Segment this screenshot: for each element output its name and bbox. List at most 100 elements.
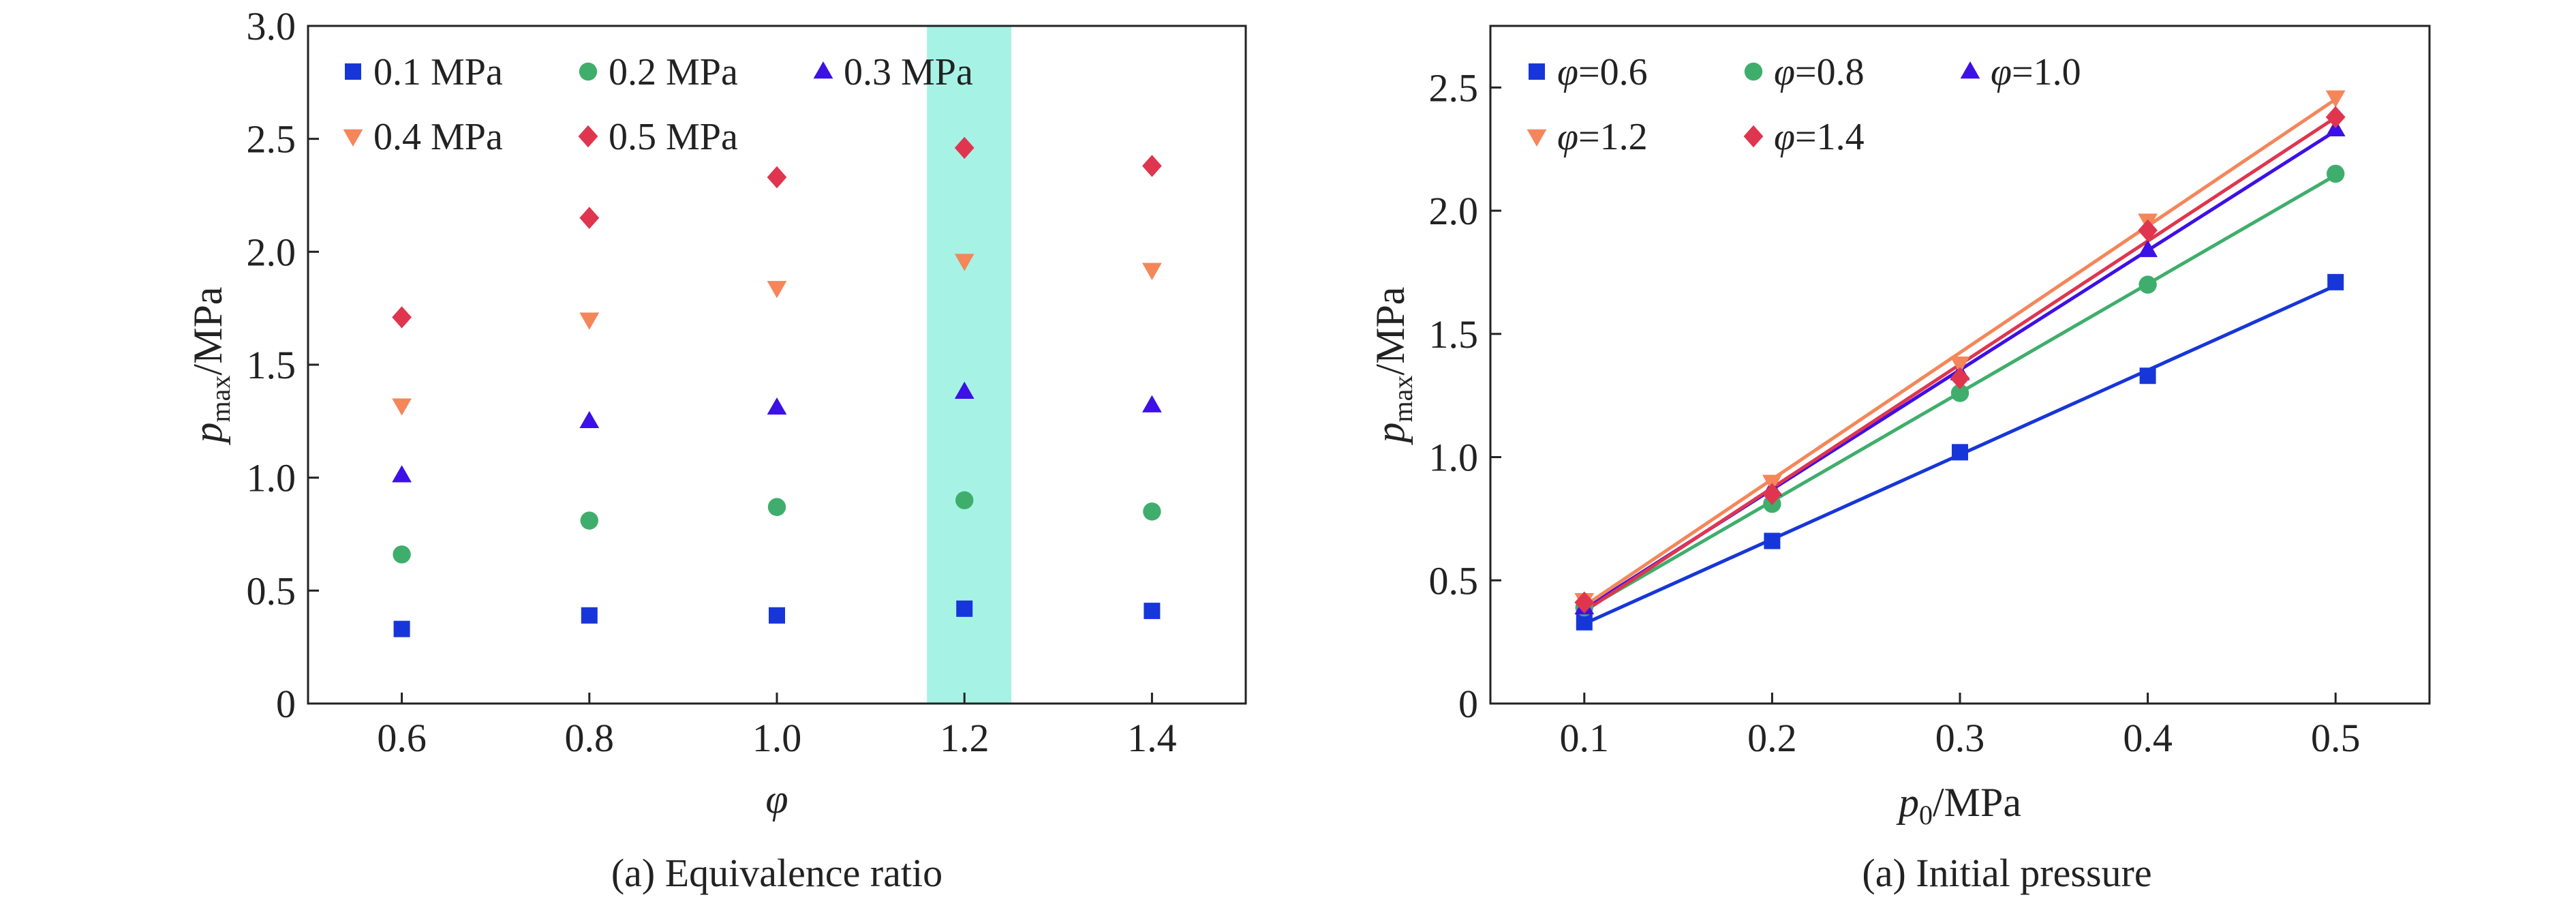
data-point bbox=[392, 465, 412, 483]
legend-marker bbox=[1743, 125, 1764, 148]
y-axis-label-var: p bbox=[1368, 422, 1413, 445]
y-axis-label-var: p bbox=[185, 422, 230, 445]
data-point bbox=[1576, 614, 1593, 631]
data-point bbox=[767, 397, 787, 415]
data-point bbox=[2138, 275, 2157, 294]
legend-label-value: =1.2 bbox=[1578, 116, 1648, 158]
x-tick-label: 0.5 bbox=[2311, 716, 2361, 760]
plot-frame bbox=[1489, 25, 2431, 705]
data-point bbox=[955, 491, 974, 509]
y-tick-label: 2.5 bbox=[247, 117, 296, 162]
series-fit-line bbox=[1583, 97, 2337, 607]
y-tick-label: 2.0 bbox=[247, 230, 296, 274]
legend-label: 0.2 MPa bbox=[609, 51, 738, 93]
data-point bbox=[767, 498, 786, 516]
x-tick-label: 0.4 bbox=[2123, 716, 2173, 760]
data-point bbox=[767, 166, 787, 189]
legend-label: φ=0.6 bbox=[1557, 51, 1648, 93]
data-point bbox=[1143, 502, 1161, 521]
data-point bbox=[1952, 444, 1968, 461]
y-tick-label: 2.0 bbox=[1429, 189, 1479, 233]
data-point bbox=[767, 281, 787, 299]
data-point bbox=[392, 306, 412, 329]
data-point bbox=[1144, 603, 1161, 620]
y-tick-label: 2.5 bbox=[1429, 65, 1479, 110]
y-axis-label-sub: max bbox=[1387, 376, 1418, 423]
data-point bbox=[579, 207, 600, 229]
y-tick-label: 3.0 bbox=[247, 4, 296, 48]
initial-pressure-panel: 0.1 0.2 0.3 0.4 0.500.51.01.52.02.5 φ=0.6 φ=0.… bbox=[1368, 25, 2431, 830]
data-point bbox=[954, 254, 975, 271]
caption-right: (a) Initial pressure bbox=[1862, 851, 2151, 895]
y-tick-label: 0 bbox=[276, 682, 296, 726]
y-axis-label-unit: /MPa bbox=[185, 287, 230, 376]
y-axis-label: pmax/MPa bbox=[1368, 287, 1418, 446]
x-tick-label: 0.1 bbox=[1560, 716, 1610, 760]
legend-label-symbol: φ bbox=[1557, 51, 1578, 93]
data-point bbox=[1574, 591, 1595, 614]
x-axis-label-sub: 0 bbox=[1919, 800, 1933, 830]
legend-marker bbox=[1744, 62, 1763, 81]
y-tick-label: 0.5 bbox=[247, 569, 296, 613]
legend-label: φ=1.4 bbox=[1774, 116, 1865, 158]
x-tick-label: 1.2 bbox=[940, 716, 990, 760]
legend-marker bbox=[1960, 61, 1980, 79]
data-point bbox=[1950, 384, 1969, 402]
data-point bbox=[1950, 367, 1970, 390]
data-point bbox=[2138, 239, 2158, 258]
legend-label: φ=0.8 bbox=[1774, 51, 1865, 93]
data-point bbox=[2327, 164, 2345, 183]
data-point bbox=[581, 607, 598, 624]
legend-label-value: =1.4 bbox=[1795, 116, 1865, 158]
data-point bbox=[1142, 262, 1162, 280]
x-tick-label: 0.3 bbox=[1935, 716, 1985, 760]
data-point bbox=[2327, 273, 2344, 290]
y-tick-label: 0.5 bbox=[1429, 558, 1479, 603]
legend-label-value: =0.6 bbox=[1578, 51, 1648, 93]
data-point bbox=[1142, 395, 1162, 412]
y-axis-label: pmax/MPa bbox=[185, 287, 236, 446]
legend-label-symbol: φ bbox=[1774, 51, 1795, 93]
x-tick-label: 0.8 bbox=[565, 716, 615, 760]
data-point bbox=[580, 511, 598, 530]
y-tick-label: 1.0 bbox=[247, 456, 296, 500]
y-tick-label: 1.0 bbox=[1429, 436, 1479, 480]
highlight-band bbox=[927, 26, 1011, 704]
legend-label: 0.5 MPa bbox=[609, 116, 738, 158]
y-axis-label-sub: max bbox=[205, 376, 236, 423]
data-point bbox=[2139, 367, 2156, 384]
y-axis-label-unit: /MPa bbox=[1368, 287, 1413, 376]
legend-marker bbox=[813, 61, 833, 79]
data-point bbox=[1762, 483, 1782, 505]
data-point bbox=[2325, 90, 2346, 108]
x-axis-label: p0/MPa bbox=[1896, 780, 2021, 830]
x-tick-label: 1.4 bbox=[1127, 716, 1177, 760]
x-axis-label-unit: /MPa bbox=[1933, 780, 2021, 825]
data-point bbox=[579, 312, 600, 330]
legend-marker bbox=[1527, 129, 1547, 147]
data-point bbox=[579, 410, 600, 429]
y-tick-label: 0 bbox=[1458, 682, 1478, 726]
legend-marker bbox=[1529, 63, 1545, 80]
legend-marker bbox=[578, 125, 598, 148]
data-point bbox=[2325, 106, 2346, 128]
x-tick-label: 0.6 bbox=[377, 716, 427, 760]
data-point bbox=[954, 136, 975, 160]
legend-label: 0.4 MPa bbox=[373, 116, 503, 158]
plot-frame bbox=[307, 25, 1247, 705]
x-tick-label: 0.2 bbox=[1747, 716, 1797, 760]
legend-label: 0.1 MPa bbox=[373, 51, 503, 93]
legend-label: φ=1.0 bbox=[1991, 51, 2081, 93]
legend-label-symbol: φ bbox=[1774, 116, 1795, 158]
data-point bbox=[769, 607, 785, 624]
x-axis-label-var: p bbox=[1896, 780, 1919, 825]
y-tick-label: 1.5 bbox=[1429, 312, 1479, 357]
data-point bbox=[393, 620, 410, 637]
data-point bbox=[392, 398, 412, 416]
equivalence-ratio-panel: 0.6 0.8 1.0 1.2 1.4 0 0.5 1.0 1.5 2.0 2.5 3.0 0.1 MP… bbox=[185, 4, 1247, 821]
data-point bbox=[1764, 532, 1781, 549]
legend-marker bbox=[579, 62, 598, 81]
legend-label: 0.3 MPa bbox=[844, 51, 973, 93]
y-tick-label: 1.5 bbox=[247, 343, 296, 387]
legend-marker bbox=[343, 129, 363, 147]
